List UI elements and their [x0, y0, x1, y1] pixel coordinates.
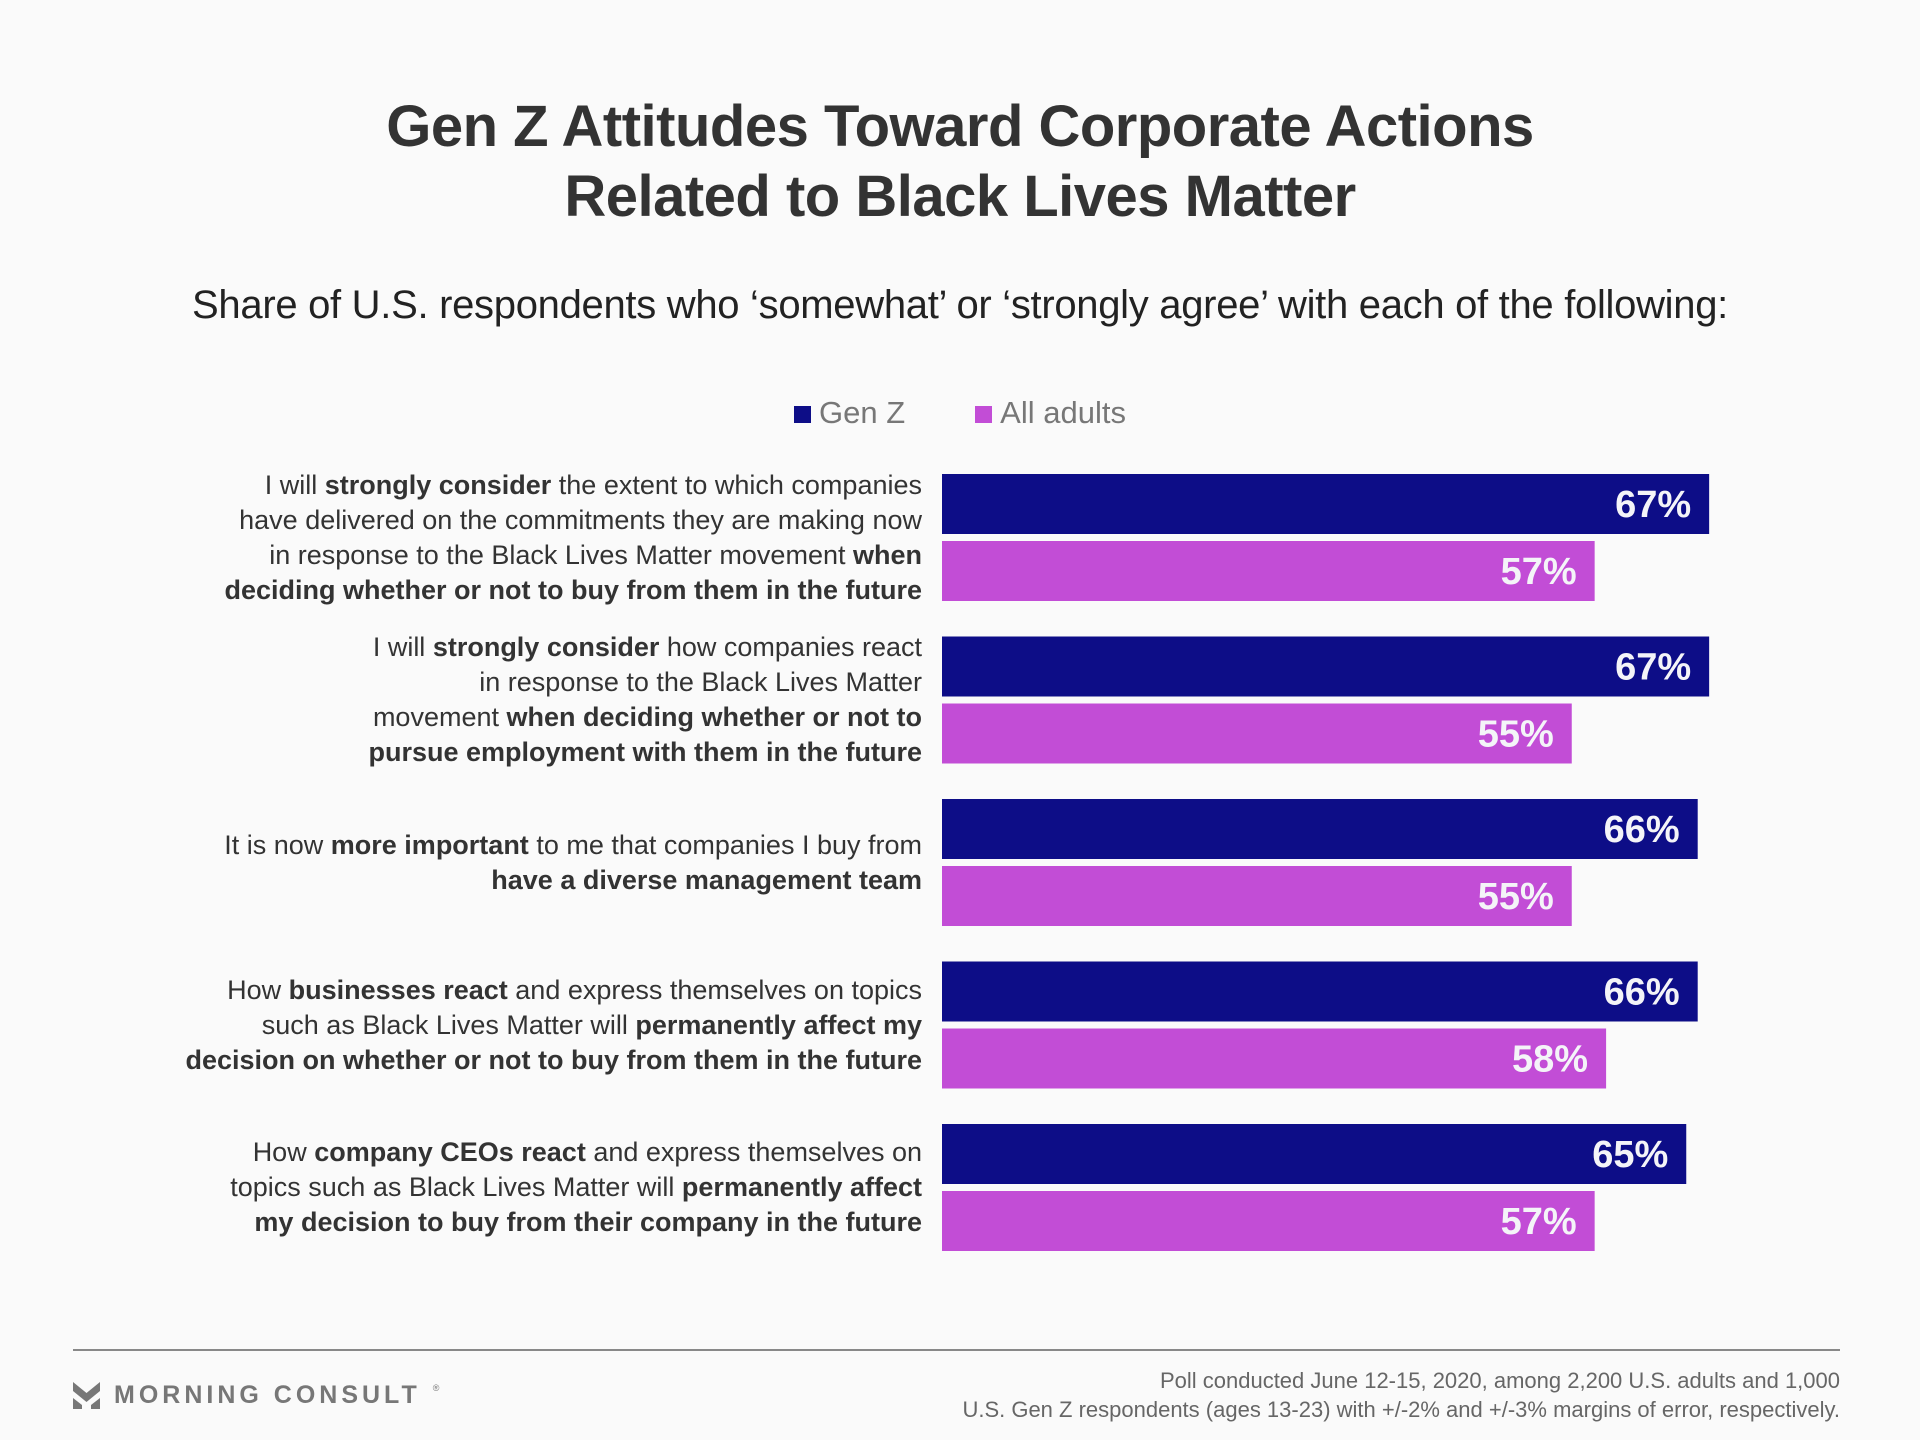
methodology-note: Poll conducted June 12-15, 2020, among 2…: [962, 1366, 1840, 1424]
data-label-gen-z: 65%: [1592, 1134, 1668, 1176]
label-text: such as Black Lives Matter will: [261, 1009, 636, 1040]
chart-title: Gen Z Attitudes Toward Corporate Actions…: [0, 92, 1920, 232]
category-label-line: How company CEOs react and express thems…: [230, 1135, 922, 1170]
data-label-all-adults: 57%: [1501, 551, 1577, 593]
label-text: How: [227, 974, 289, 1005]
label-text: and express themselves on topics: [507, 974, 922, 1005]
legend-item-gen-z: Gen Z: [794, 395, 905, 431]
label-emphasis: permanently affect my: [635, 1009, 922, 1040]
methodology-note-line-1: Poll conducted June 12-15, 2020, among 2…: [1159, 1368, 1840, 1393]
bar-all-adults: [942, 541, 1595, 601]
methodology-note-line-2: U.S. Gen Z respondents (ages 13-23) with…: [962, 1397, 1840, 1422]
bar-all-adults: [942, 866, 1572, 926]
label-text: the extent to which companies: [551, 469, 922, 500]
data-label-all-adults: 55%: [1478, 714, 1554, 756]
category-label-line: my decision to buy from their company in…: [230, 1205, 922, 1240]
label-text: to me that companies I buy from: [528, 829, 922, 860]
category-label-line: I will strongly consider the extent to w…: [225, 468, 922, 503]
bar-all-adults: [942, 703, 1572, 764]
bar-all-adults: [942, 1191, 1595, 1251]
label-emphasis: company CEOs react: [314, 1137, 586, 1167]
category-label: I will strongly consider how companies r…: [120, 632, 922, 767]
label-emphasis: pursue employment with them in the futur…: [368, 737, 922, 767]
morning-consult-logo-icon: [73, 1382, 100, 1409]
bar-gen-z: [942, 1124, 1687, 1184]
category-label: How businesses react and express themsel…: [120, 962, 922, 1089]
bar-gen-z: [942, 474, 1710, 534]
category-label-line: in response to the Black Lives Matter mo…: [225, 538, 922, 573]
data-label-gen-z: 66%: [1604, 809, 1680, 851]
footer-divider: [73, 1349, 1840, 1351]
label-emphasis: when deciding whether or not to: [506, 702, 923, 732]
legend-swatch-all-adults: [975, 405, 993, 423]
label-emphasis: have a diverse management team: [491, 864, 922, 895]
category-label-line: in response to the Black Lives Matter: [368, 665, 922, 700]
label-text: movement: [372, 702, 507, 732]
label-emphasis: businesses react: [288, 974, 508, 1005]
legend-label-gen-z: Gen Z: [819, 395, 906, 430]
brand-name: MORNING CONSULT: [114, 1381, 421, 1409]
category-label-line: have a diverse management team: [224, 863, 922, 898]
registered-mark: ®: [432, 1382, 440, 1393]
brand-logo: MORNING CONSULT ®: [73, 1381, 441, 1410]
label-text: topics such as Black Lives Matter will: [230, 1172, 682, 1202]
category-label-line: deciding whether or not to buy from them…: [225, 573, 923, 608]
chart-title-line-1: Gen Z Attitudes Toward Corporate Actions: [386, 94, 1534, 159]
label-emphasis: strongly consider: [432, 632, 660, 662]
bar-gen-z: [942, 799, 1698, 859]
category-label-line: pursue employment with them in the futur…: [368, 735, 922, 770]
label-emphasis: decision on whether or not to buy from t…: [185, 1044, 922, 1075]
data-label-all-adults: 57%: [1501, 1201, 1577, 1243]
label-text: in response to the Black Lives Matter: [479, 667, 922, 697]
data-label-gen-z: 66%: [1604, 972, 1680, 1014]
legend-swatch-gen-z: [794, 405, 812, 423]
label-text: have delivered on the commitments they a…: [239, 504, 922, 535]
label-text: How: [252, 1137, 315, 1167]
chart-title-line-2: Related to Black Lives Matter: [564, 164, 1356, 229]
legend: Gen Z All adults: [0, 395, 1920, 431]
category-label-line: have delivered on the commitments they a…: [225, 503, 922, 538]
label-text: It is now: [224, 829, 331, 860]
bar-gen-z: [942, 961, 1698, 1022]
label-emphasis: more important: [330, 829, 529, 860]
data-label-gen-z: 67%: [1615, 484, 1691, 526]
label-emphasis: deciding whether or not to buy from them…: [224, 574, 923, 605]
label-text: how companies react: [659, 632, 922, 662]
category-label-line: I will strongly consider how companies r…: [368, 630, 922, 665]
label-emphasis: my decision to buy from their company in…: [254, 1207, 922, 1237]
legend-item-all-adults: All adults: [975, 395, 1126, 431]
category-label: I will strongly consider the extent to w…: [120, 470, 923, 605]
label-text: and express themselves on: [585, 1137, 922, 1167]
data-label-all-adults: 58%: [1512, 1039, 1588, 1081]
category-label-line: topics such as Black Lives Matter will p…: [230, 1170, 922, 1205]
label-text: in response to the Black Lives Matter mo…: [269, 539, 853, 570]
bar-all-adults: [942, 1028, 1607, 1089]
category-label-line: How businesses react and express themsel…: [185, 973, 922, 1008]
label-text: I will: [372, 632, 433, 662]
label-emphasis: when: [852, 539, 922, 570]
data-label-gen-z: 67%: [1615, 647, 1691, 689]
data-label-all-adults: 55%: [1478, 876, 1554, 918]
category-label-line: decision on whether or not to buy from t…: [185, 1043, 922, 1078]
category-label-line: movement when deciding whether or not to: [368, 700, 922, 735]
label-text: I will: [264, 469, 325, 500]
label-emphasis: strongly consider: [324, 469, 552, 500]
category-label-line: It is now more important to me that comp…: [224, 828, 922, 863]
category-label: It is now more important to me that comp…: [120, 799, 922, 926]
chart-subtitle: Share of U.S. respondents who ‘somewhat’…: [192, 283, 1728, 327]
bar-gen-z: [942, 636, 1710, 697]
category-label: How company CEOs react and express thems…: [120, 1124, 922, 1251]
label-emphasis: permanently affect: [681, 1172, 922, 1202]
category-label-line: such as Black Lives Matter will permanen…: [185, 1008, 922, 1043]
legend-label-all-adults: All adults: [1000, 395, 1126, 430]
